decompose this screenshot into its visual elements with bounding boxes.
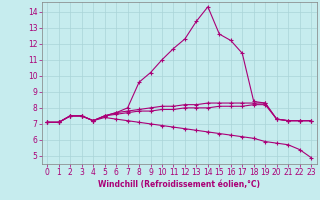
X-axis label: Windchill (Refroidissement éolien,°C): Windchill (Refroidissement éolien,°C) [98,180,260,189]
